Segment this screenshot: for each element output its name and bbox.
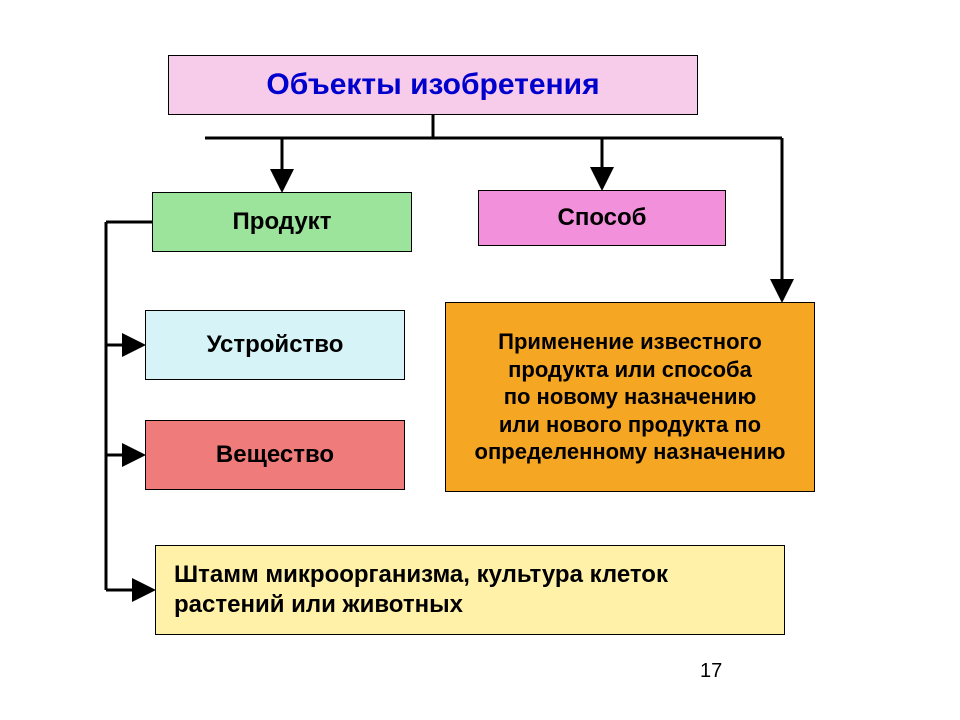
node-application: Применение известного продукта или спосо…	[445, 302, 815, 492]
page-number: 17	[700, 660, 722, 683]
node-product: Продукт	[152, 192, 412, 252]
node-substance-label: Вещество	[216, 440, 334, 470]
node-substance: Вещество	[145, 420, 405, 490]
node-device-label: Устройство	[207, 330, 344, 360]
node-strain-label: Штамм микроорганизма, культура клеток ра…	[174, 560, 668, 620]
page-number-text: 17	[700, 660, 722, 682]
node-device: Устройство	[145, 310, 405, 380]
node-title-label: Объекты изобретения	[266, 66, 599, 104]
node-strain: Штамм микроорганизма, культура клеток ра…	[155, 545, 785, 635]
node-method-label: Способ	[557, 203, 646, 233]
node-application-label: Применение известного продукта или спосо…	[475, 328, 786, 466]
node-product-label: Продукт	[233, 207, 332, 237]
diagram-canvas: Объекты изобретения Продукт Способ Устро…	[0, 0, 960, 720]
node-method: Способ	[478, 190, 726, 246]
node-title: Объекты изобретения	[168, 55, 698, 115]
